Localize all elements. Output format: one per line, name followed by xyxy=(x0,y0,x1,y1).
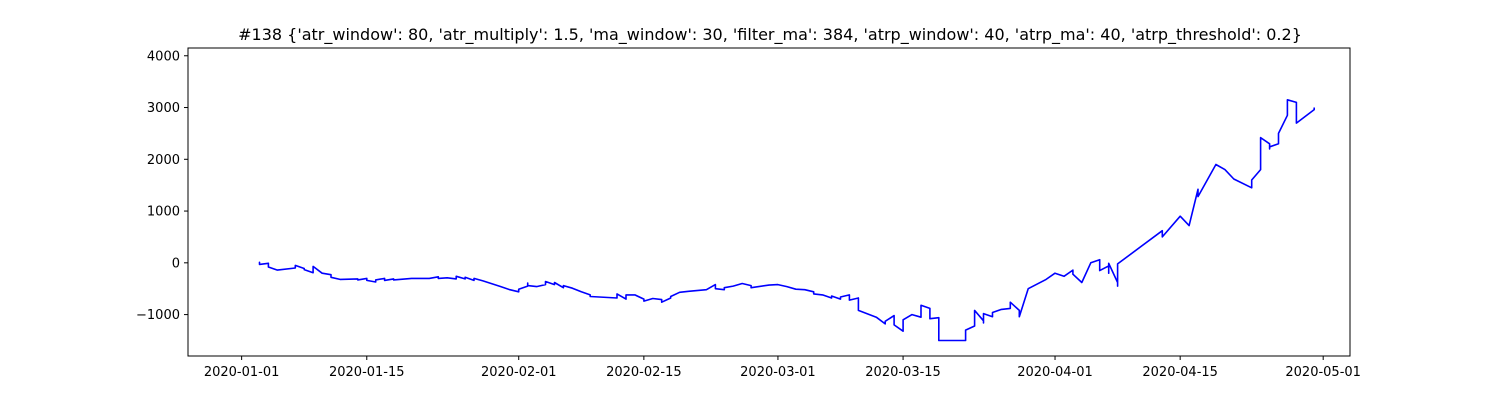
x-axis: 2020-01-01 2020-01-15 2020-02-01 2020-02-15… xyxy=(204,356,1361,380)
x-tick-label: 2020-04-01 xyxy=(1017,365,1093,380)
y-tick-label: 1000 xyxy=(147,205,180,220)
y-axis: −1000 0 1000 2000 3000 4000 xyxy=(136,49,188,323)
x-tick-label: 2020-01-15 xyxy=(329,365,405,380)
x-tick-label: 2020-03-01 xyxy=(740,365,816,380)
x-tick-label: 2020-02-01 xyxy=(481,365,557,380)
x-tick-label: 2020-05-01 xyxy=(1285,365,1361,380)
y-tick-label: 0 xyxy=(172,256,180,271)
series-layer xyxy=(258,99,1315,342)
x-tick-label: 2020-03-15 xyxy=(865,365,941,380)
y-tick-label: −1000 xyxy=(136,308,180,323)
series-line-0 xyxy=(258,99,1315,342)
plot-area xyxy=(187,47,1351,357)
y-tick-label: 4000 xyxy=(147,49,180,64)
x-tick-label: 2020-04-15 xyxy=(1142,365,1218,380)
x-tick-label: 2020-02-15 xyxy=(606,365,682,380)
y-tick-label: 3000 xyxy=(147,101,180,116)
y-tick-label: 2000 xyxy=(147,153,180,168)
x-tick-label: 2020-01-01 xyxy=(204,365,280,380)
chart-title: #138 {'atr_window': 80, 'atr_multiply': … xyxy=(238,25,1302,45)
